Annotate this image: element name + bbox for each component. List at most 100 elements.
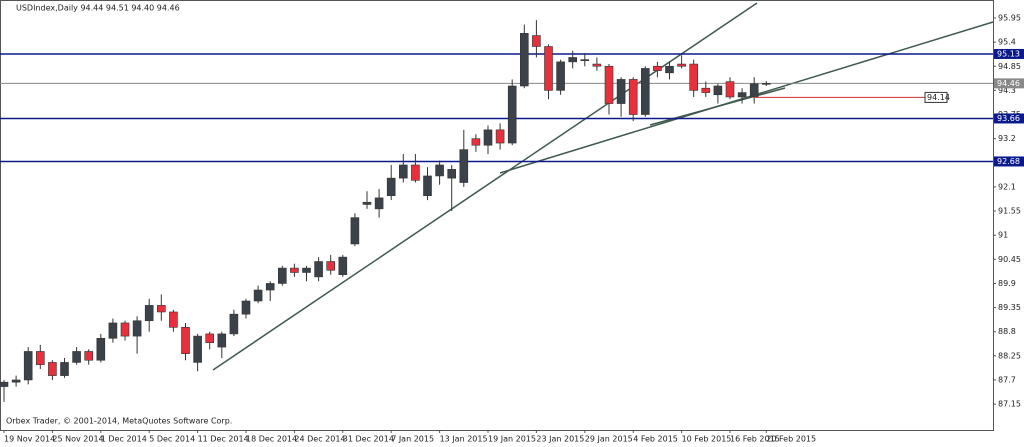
candle-body xyxy=(580,59,590,61)
x-tick-label: 24 Dec 2014 xyxy=(294,435,345,444)
candle-body xyxy=(532,35,541,47)
x-tick-label: 18 Dec 2014 xyxy=(246,435,297,444)
y-tick-label: 94.85 xyxy=(998,62,1021,71)
candle-body xyxy=(616,79,626,104)
x-tick-label: 23 Jan 2015 xyxy=(536,435,584,444)
candle-body xyxy=(604,65,614,104)
candle-body xyxy=(495,129,505,144)
candle-body xyxy=(314,261,323,278)
candle-body xyxy=(290,267,299,273)
level-label: 92.68 xyxy=(997,157,1020,166)
plot-frame xyxy=(0,0,994,431)
y-tick-label: 91 xyxy=(998,231,1008,240)
candle-body xyxy=(277,267,287,284)
candle-body xyxy=(519,33,529,87)
candle-body xyxy=(459,149,469,183)
candle-body xyxy=(749,83,759,98)
y-tick-label: 90.45 xyxy=(998,255,1021,264)
candle-body xyxy=(132,320,142,337)
candle-body xyxy=(350,217,360,245)
price-label: 94.14 xyxy=(927,93,950,102)
trend-line xyxy=(212,2,758,371)
y-tick-label: 89.35 xyxy=(998,303,1021,312)
candle-body xyxy=(23,351,33,381)
x-tick-label: 25 Nov 2014 xyxy=(52,435,103,444)
candle-body xyxy=(725,81,735,98)
y-tick-label: 87.15 xyxy=(998,400,1021,409)
candle-body xyxy=(11,379,21,383)
candle-body xyxy=(144,305,154,322)
level-label-box xyxy=(994,113,1024,124)
x-tick-label: 16 Feb 2015 xyxy=(730,435,780,444)
y-tick-label: 95.95 xyxy=(998,13,1021,22)
candle-body xyxy=(169,311,178,328)
y-tick-label: 93.2 xyxy=(998,134,1016,143)
y-tick-label: 88.25 xyxy=(998,351,1021,360)
candle-body xyxy=(568,57,578,63)
x-tick-label: 4 Feb 2015 xyxy=(633,435,678,444)
candle-body xyxy=(120,322,130,337)
candle-body xyxy=(737,92,747,98)
x-tick-label: 19 Jan 2015 xyxy=(488,435,536,444)
candle-body xyxy=(689,63,699,91)
y-tick-label: 89.9 xyxy=(998,279,1016,288)
candle-body xyxy=(592,63,602,67)
y-tick-label: 88.8 xyxy=(998,327,1016,336)
candle-body xyxy=(193,335,202,363)
candle-body xyxy=(326,261,336,271)
candle-body xyxy=(471,138,481,146)
x-tick-label: 13 Jan 2015 xyxy=(440,435,488,444)
x-tick-label: 11 Dec 2014 xyxy=(198,435,249,444)
y-tick-label: 91.55 xyxy=(998,207,1021,216)
y-tick-label: 95.4 xyxy=(998,38,1016,47)
candle-body xyxy=(761,83,771,85)
candle-body xyxy=(84,351,93,361)
candle-body xyxy=(398,164,408,179)
candle-body xyxy=(713,85,723,96)
candle-body xyxy=(72,351,81,363)
x-tick-label: 7 Jan 2015 xyxy=(391,435,434,444)
level-label-box xyxy=(994,78,1024,89)
level-label-box xyxy=(994,48,1024,59)
candle-body xyxy=(483,129,493,146)
level-label: 95.13 xyxy=(997,49,1020,58)
x-tick-label: 5 Dec 2014 xyxy=(149,435,195,444)
candle-body xyxy=(205,333,214,343)
candle-body xyxy=(229,313,239,335)
candle-body xyxy=(423,175,432,196)
candle-body xyxy=(253,289,263,302)
candle-body xyxy=(507,85,517,144)
candle-body xyxy=(48,362,57,376)
candle-body xyxy=(677,63,686,67)
footer: Orbex Trader, © 2001-2014, MetaQuotes So… xyxy=(6,417,232,426)
candle-body xyxy=(653,65,662,71)
x-tick-label: 31 Dec 2014 xyxy=(343,435,394,444)
x-tick-label: 29 Jan 2015 xyxy=(585,435,633,444)
chart-title: USDIndex,Daily 94.44 94.51 94.40 94.46 xyxy=(16,4,180,13)
candle-body xyxy=(544,46,553,91)
candle-body xyxy=(181,327,190,354)
candle-body xyxy=(556,61,565,91)
candle-body xyxy=(0,381,9,387)
candle-body xyxy=(60,362,69,376)
candle-body xyxy=(96,337,106,361)
candle-body xyxy=(241,300,251,315)
candle-body xyxy=(435,164,444,177)
y-tick-label: 92.1 xyxy=(998,182,1016,191)
y-tick-label: 87.7 xyxy=(998,375,1016,384)
candle-body xyxy=(447,169,457,179)
level-label: 94.46 xyxy=(997,79,1020,88)
x-tick-label: 1 Dec 2014 xyxy=(101,435,147,444)
x-tick-label: 20 Feb 2015 xyxy=(766,435,816,444)
candle-body xyxy=(338,256,348,275)
candle-body xyxy=(108,322,118,339)
candle-body xyxy=(411,164,420,181)
candle-body xyxy=(628,79,638,115)
level-label: 93.66 xyxy=(997,114,1020,123)
candle-body xyxy=(35,351,45,365)
level-label-box xyxy=(994,156,1024,167)
candle-body xyxy=(665,65,674,74)
candle-body xyxy=(386,177,396,196)
x-tick-label: 10 Feb 2015 xyxy=(682,435,732,444)
